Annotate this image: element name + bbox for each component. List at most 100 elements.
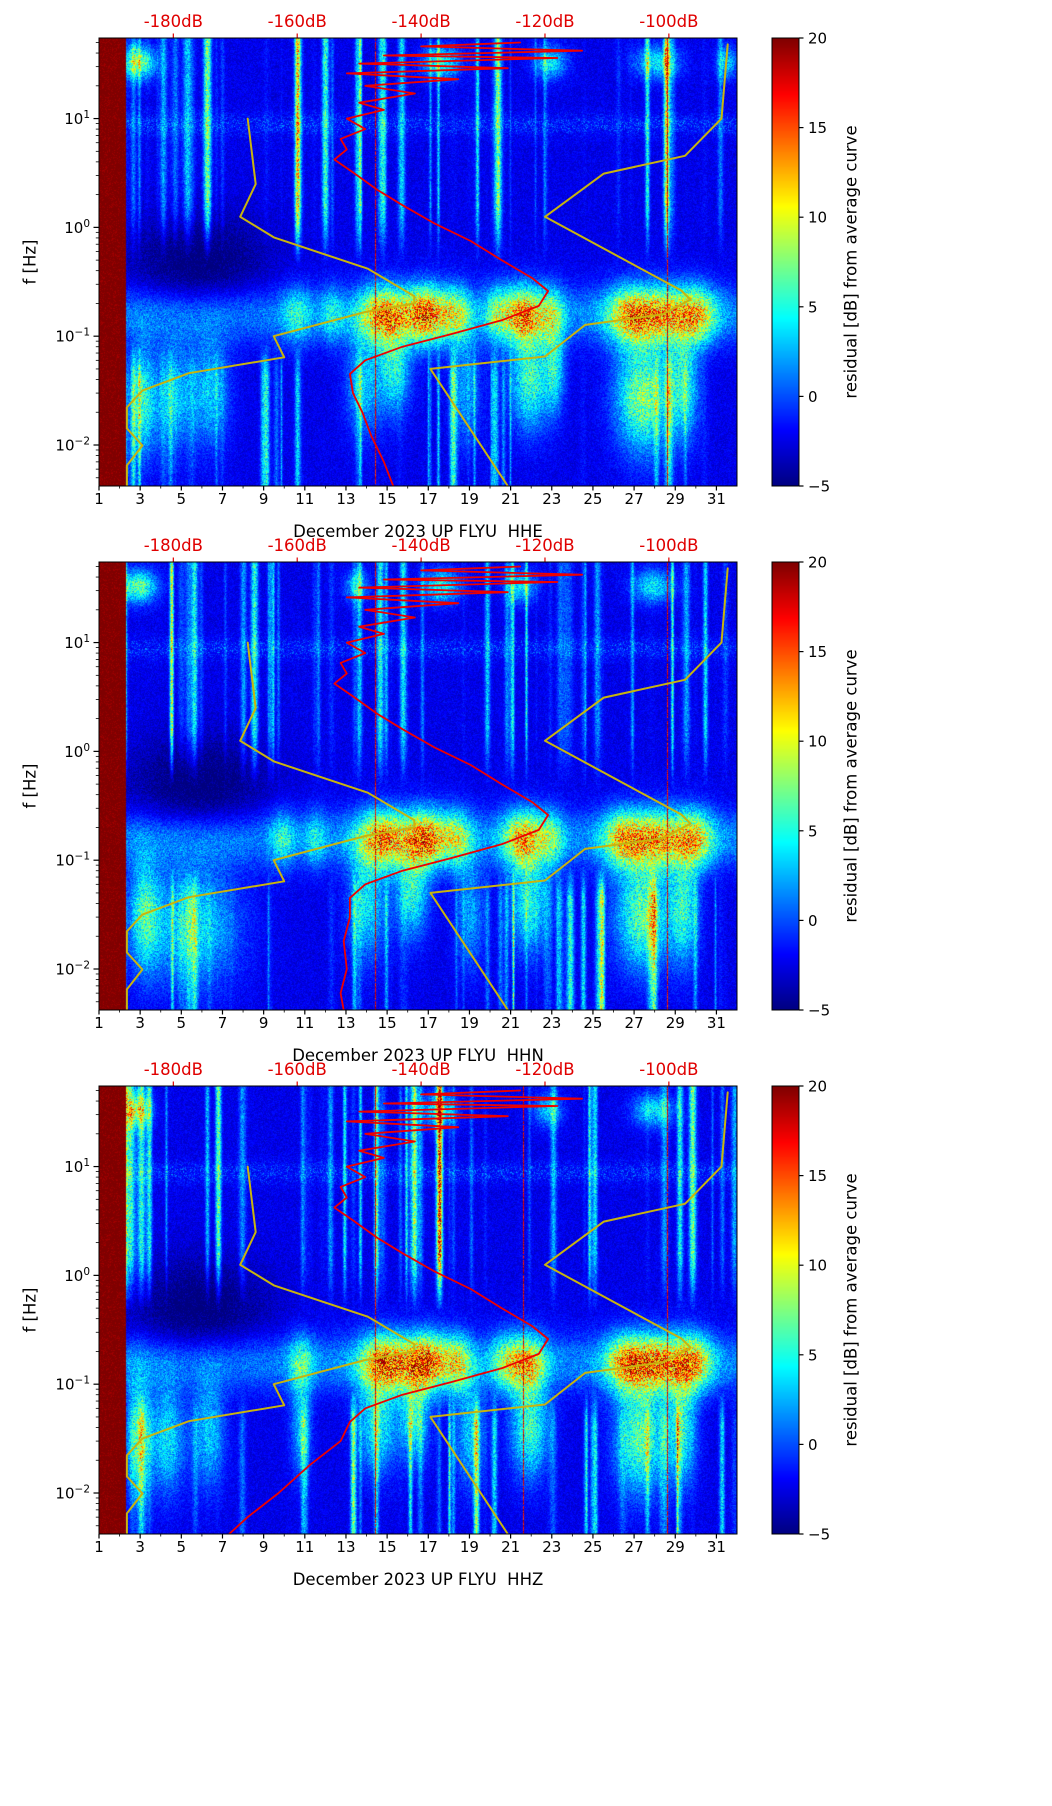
- x-tick-label: 31: [707, 1538, 726, 1556]
- x-tick-label: 15: [378, 1014, 397, 1032]
- x-tick-label: 11: [295, 1538, 314, 1556]
- spectrogram-heatmap: [99, 562, 737, 1010]
- x-tick-label: 31: [707, 490, 726, 508]
- x-tick-label: 31: [707, 1014, 726, 1032]
- x-tick-label: 5: [177, 490, 187, 508]
- colorbar-tick-label: 15: [808, 643, 827, 661]
- colorbar-tick-label: 10: [808, 733, 827, 751]
- y-tick-label: 10−1: [55, 851, 90, 870]
- x-tick-label: 15: [378, 1538, 397, 1556]
- x-tick-label: 13: [336, 490, 355, 508]
- x-tick-label: 23: [542, 1014, 561, 1032]
- db-axis-label: -140dB: [391, 12, 450, 31]
- colorbar-tick-label: −5: [808, 478, 830, 496]
- y-tick-label: 10−2: [55, 960, 90, 979]
- x-tick-label: 1: [94, 1538, 104, 1556]
- x-axis-title: December 2023 UP FLYU HHZ: [292, 1570, 544, 1589]
- db-axis-label: -120dB: [515, 12, 574, 31]
- y-tick-label: 100: [64, 742, 90, 761]
- x-tick-label: 29: [666, 1014, 685, 1032]
- x-tick-label: 27: [625, 1538, 644, 1556]
- db-axis-label: -100dB: [639, 12, 698, 31]
- colorbar-gradient: [772, 38, 799, 486]
- x-tick-label: 5: [177, 1538, 187, 1556]
- y-tick-label: 101: [64, 109, 90, 128]
- x-tick-label: 7: [218, 1014, 228, 1032]
- colorbar-tick-label: 5: [808, 1346, 818, 1364]
- y-tick-label: 10−2: [55, 1484, 90, 1503]
- spectrogram-panel-hhz: 1 3 5 7 9 11 13 15 17 19 21 23 25 27 29 31 -180dB -160dB -…: [0, 1060, 1052, 1618]
- db-axis-label: -160dB: [268, 12, 327, 31]
- x-tick-label: 5: [177, 1014, 187, 1032]
- x-tick-label: 19: [460, 490, 479, 508]
- x-tick-label: 17: [419, 490, 438, 508]
- y-tick-label: 101: [64, 633, 90, 652]
- colorbar-tick-label: 10: [808, 209, 827, 227]
- x-tick-label: 13: [336, 1014, 355, 1032]
- y-tick-label: 10−2: [55, 436, 90, 455]
- db-axis-label: -180dB: [144, 12, 203, 31]
- x-tick-label: 3: [135, 490, 145, 508]
- colorbar-gradient: [772, 562, 799, 1010]
- x-tick-label: 19: [460, 1014, 479, 1032]
- colorbar-tick-label: 5: [808, 822, 818, 840]
- colorbar-label: residual [dB] from average curve: [841, 1173, 861, 1447]
- y-axis-label: f [Hz]: [20, 763, 40, 809]
- x-tick-label: 25: [583, 1538, 602, 1556]
- x-tick-label: 23: [542, 490, 561, 508]
- y-tick-label: 10−1: [55, 1375, 90, 1394]
- colorbar-tick-label: 5: [808, 298, 818, 316]
- y-tick-label: 100: [64, 218, 90, 237]
- x-axis-title: December 2023 UP FLYU HHE: [293, 522, 543, 541]
- x-tick-label: 11: [295, 1014, 314, 1032]
- x-tick-label: 27: [625, 490, 644, 508]
- x-tick-label: 3: [135, 1538, 145, 1556]
- colorbar-tick-label: 20: [808, 30, 827, 48]
- x-tick-label: 21: [501, 490, 520, 508]
- y-axis-label: f [Hz]: [20, 239, 40, 285]
- y-axis-label: f [Hz]: [20, 1287, 40, 1333]
- x-tick-label: 3: [135, 1014, 145, 1032]
- x-tick-label: 9: [259, 1014, 269, 1032]
- colorbar-tick-label: −5: [808, 1002, 830, 1020]
- colorbar-tick-label: 0: [808, 912, 818, 930]
- x-tick-label: 21: [501, 1538, 520, 1556]
- x-tick-label: 25: [583, 1014, 602, 1032]
- spectrogram-heatmap: [99, 1086, 737, 1534]
- x-tick-label: 29: [666, 1538, 685, 1556]
- x-tick-label: 9: [259, 1538, 269, 1556]
- x-tick-label: 27: [625, 1014, 644, 1032]
- colorbar-label: residual [dB] from average curve: [841, 649, 861, 923]
- spectrogram-panel-hhe: 1 3 5 7 9 11 13 15 17 19 21 23 25 27 29 31 -180dB -160dB -…: [0, 12, 1052, 570]
- x-tick-label: 25: [583, 490, 602, 508]
- x-axis-title: December 2023 UP FLYU HHN: [292, 1046, 544, 1065]
- colorbar-tick-label: −5: [808, 1526, 830, 1544]
- x-tick-label: 13: [336, 1538, 355, 1556]
- y-tick-label: 100: [64, 1266, 90, 1285]
- spectrogram-panel-hhn: 1 3 5 7 9 11 13 15 17 19 21 23 25 27 29 31 -180dB -160dB -…: [0, 536, 1052, 1094]
- x-tick-label: 21: [501, 1014, 520, 1032]
- colorbar-label: residual [dB] from average curve: [841, 125, 861, 399]
- colorbar-tick-label: 10: [808, 1257, 827, 1275]
- colorbar-gradient: [772, 1086, 799, 1534]
- y-tick-label: 101: [64, 1157, 90, 1176]
- colorbar-tick-label: 0: [808, 1436, 818, 1454]
- x-tick-label: 29: [666, 490, 685, 508]
- colorbar-tick-label: 15: [808, 119, 827, 137]
- x-tick-label: 9: [259, 490, 269, 508]
- x-tick-label: 1: [94, 1014, 104, 1032]
- x-tick-label: 7: [218, 1538, 228, 1556]
- colorbar-tick-label: 15: [808, 1167, 827, 1185]
- x-tick-label: 11: [295, 490, 314, 508]
- x-tick-label: 17: [419, 1538, 438, 1556]
- x-tick-label: 1: [94, 490, 104, 508]
- x-tick-label: 15: [378, 490, 397, 508]
- colorbar-tick-label: 0: [808, 388, 818, 406]
- x-tick-label: 17: [419, 1014, 438, 1032]
- y-tick-label: 10−1: [55, 327, 90, 346]
- x-tick-label: 7: [218, 490, 228, 508]
- spectrogram-heatmap: [99, 38, 737, 486]
- x-tick-label: 23: [542, 1538, 561, 1556]
- x-tick-label: 19: [460, 1538, 479, 1556]
